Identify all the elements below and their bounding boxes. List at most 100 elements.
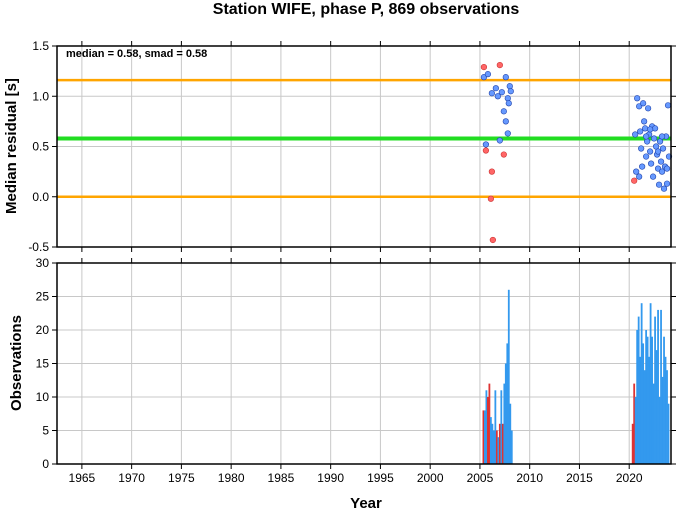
residual-point [636, 173, 643, 180]
residual-point [658, 168, 666, 175]
residual-point [494, 93, 501, 100]
x-tick-label: 2020 [616, 471, 643, 485]
median-smad-annotation: median = 0.58, smad = 0.58 [66, 48, 207, 60]
observation-bar [494, 390, 497, 464]
observation-bar [636, 330, 639, 464]
residual-point [484, 71, 491, 78]
outlier-observation-bar [486, 397, 489, 464]
outlier-point [500, 151, 507, 158]
x-tick-label: 1985 [268, 471, 295, 485]
residual-point [655, 181, 663, 188]
residual-point [663, 180, 671, 187]
residual-point [657, 158, 665, 165]
outlier-observation-bar [498, 423, 501, 464]
x-tick-label: 2015 [566, 471, 593, 485]
residual-y-axis-label: Median residual [s] [3, 78, 20, 214]
residual-point [633, 168, 640, 175]
observation-bar [503, 383, 506, 464]
outlier-observation-bar [488, 383, 491, 464]
residual-point [650, 135, 658, 142]
outlier-point [489, 236, 496, 244]
observations-panel: 0 5 10 15 20 25 30 1965 1970 1975 1980 1985 1990 199… [8, 41, 676, 511]
x-tick-label: 1990 [317, 471, 344, 485]
outlier-point [487, 195, 494, 202]
residual-point [500, 108, 507, 115]
outlier-observation-bar [482, 410, 485, 464]
y-tick-label: 0.0 [32, 190, 49, 204]
y-tick-label: 0 [42, 457, 49, 471]
residual-point [482, 141, 490, 148]
observation-bar [658, 397, 661, 464]
observation-bar [491, 423, 494, 464]
y-tick-label: 5 [42, 424, 49, 438]
outlier-point [482, 147, 490, 154]
x-axis-label: Year [350, 495, 382, 511]
outlier-observation-bar [495, 430, 498, 464]
residual-point [498, 89, 505, 96]
y-tick-label: -0.5 [28, 240, 49, 254]
observation-bar [507, 289, 510, 464]
residual-point [649, 173, 657, 180]
residual-point [645, 105, 652, 112]
observation-bar [489, 417, 492, 464]
residual-point [502, 74, 509, 81]
y-tick-label: 25 [36, 290, 50, 304]
observation-bar [652, 383, 655, 464]
residual-point [647, 148, 654, 155]
observation-bar [637, 316, 640, 464]
observation-bar [648, 356, 651, 464]
observation-bar [509, 403, 512, 464]
observation-bar [634, 397, 637, 464]
y-tick-label: 0.5 [32, 140, 49, 154]
residual-grid [57, 45, 671, 248]
residual-point [637, 128, 644, 135]
residual-point [504, 95, 511, 102]
residual-y-ticks: -0.5 0.0 0.5 1.0 1.5 [28, 39, 676, 254]
outlier-observation-bar [633, 383, 636, 464]
residual-point [660, 185, 668, 192]
residual-point [492, 85, 499, 92]
residual-point [643, 153, 650, 160]
outlier-observation-bar [501, 423, 504, 464]
observations-y-ticks: 0 5 10 15 20 25 30 [36, 256, 676, 471]
observation-bar [484, 410, 486, 464]
observations-x-ticks: 1965 1970 1975 1980 1985 1990 1995 2000 2005 2010… [69, 41, 643, 485]
observation-bar [664, 356, 667, 464]
x-tick-label: 1970 [118, 471, 145, 485]
x-tick-label: 1980 [218, 471, 245, 485]
outlier-observation-bar [631, 423, 634, 464]
x-tick-label: 2000 [417, 471, 444, 485]
observation-bar [663, 336, 665, 464]
observation-bar [492, 430, 495, 464]
observation-bar [660, 309, 662, 464]
observation-bar [640, 303, 643, 464]
residual-point [505, 100, 512, 107]
observation-bar [642, 343, 645, 464]
residual-panel: -0.5 0.0 0.5 1.0 1.5 median = 0.58, smad = 0… [3, 39, 676, 254]
x-tick-label: 1995 [367, 471, 394, 485]
residual-point [638, 145, 645, 152]
observation-bar [639, 356, 642, 464]
outlier-point [480, 64, 488, 71]
residual-point [507, 88, 514, 95]
residual-reference-lines [57, 78, 671, 198]
observation-bar [666, 370, 668, 464]
y-tick-label: 30 [36, 256, 50, 270]
outlier-point [496, 61, 503, 69]
residual-point [651, 125, 659, 132]
x-tick-label: 1965 [69, 471, 96, 485]
observation-bar [651, 336, 653, 464]
observation-bar [646, 336, 649, 464]
observation-bar [504, 363, 507, 464]
residual-point [664, 102, 672, 109]
observations-y-axis-label: Observations [8, 315, 25, 411]
x-tick-label: 1975 [168, 471, 195, 485]
chart-title: Station WIFE, phase P, 869 observations [213, 1, 520, 18]
residual-point [502, 118, 509, 125]
outlier-point [488, 168, 495, 175]
observation-bar [649, 303, 652, 464]
observation-bar [643, 370, 646, 464]
residual-point [640, 100, 647, 107]
residual-point [643, 133, 650, 140]
